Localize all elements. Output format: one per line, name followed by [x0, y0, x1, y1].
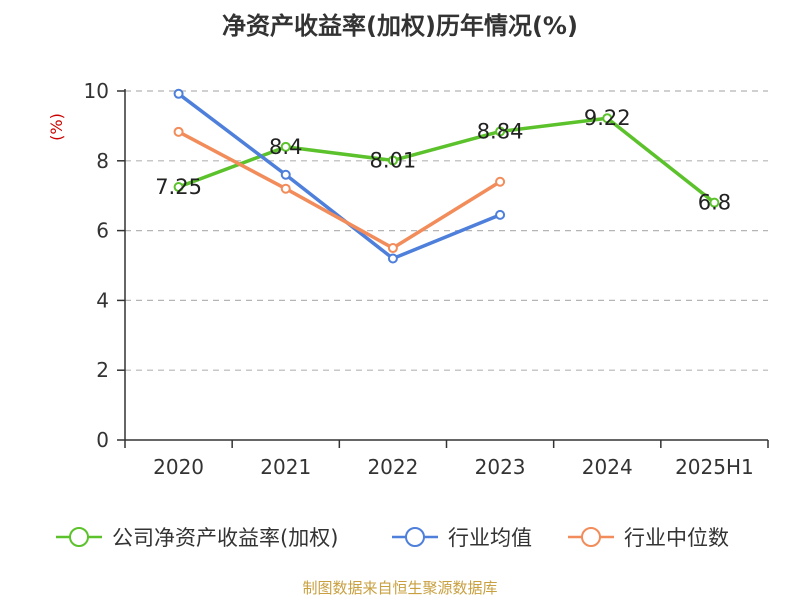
data-point [173, 126, 184, 137]
data-label: 8.01 [370, 148, 417, 172]
series-line-1 [177, 116, 716, 205]
data-point [709, 197, 720, 208]
data-point [280, 183, 291, 194]
data-point [387, 243, 398, 254]
x-tick-label: 2025H1 [675, 455, 754, 479]
source-note: 制图数据来自恒生聚源数据库 [302, 579, 497, 597]
x-tick-label: 2020 [153, 455, 204, 479]
x-tick-label: 2024 [582, 455, 633, 479]
data-label: 7.25 [155, 175, 202, 199]
data-point [495, 209, 506, 220]
data-point [495, 126, 506, 137]
y-tick-label: 4 [96, 288, 109, 312]
data-label: 8.84 [477, 119, 524, 143]
data-point [173, 181, 184, 192]
legend-marker [405, 527, 425, 547]
legend-marker [581, 527, 601, 547]
chart-title: 净资产收益率(加权)历年情况(%) [222, 12, 578, 40]
series-line-3 [177, 130, 502, 250]
legend-label: 行业中位数 [624, 526, 729, 550]
data-point [495, 176, 506, 187]
data-label: 9.22 [584, 106, 631, 130]
series-line-2 [177, 92, 501, 261]
data-label: 6.8 [698, 191, 731, 215]
y-tick-label: 8 [96, 149, 109, 173]
data-point [602, 113, 613, 124]
data-point [280, 141, 291, 152]
x-tick-label: 2023 [475, 455, 526, 479]
y-tick-label: 10 [84, 79, 109, 103]
data-point [387, 253, 398, 264]
data-point [173, 88, 184, 99]
legend-marker [69, 527, 89, 547]
y-tick-label: 6 [96, 219, 109, 243]
data-point [280, 169, 291, 180]
x-tick-label: 2022 [367, 455, 418, 479]
y-tick-label: 2 [96, 358, 109, 382]
data-point [387, 155, 398, 166]
x-tick-label: 2021 [260, 455, 311, 479]
y-tick-label: 0 [96, 428, 109, 452]
data-label: 8.4 [269, 135, 302, 159]
legend-label: 公司净资产收益率(加权) [112, 526, 338, 550]
y-axis-label: (%) [47, 113, 66, 141]
legend-label: 行业均值 [448, 526, 532, 550]
